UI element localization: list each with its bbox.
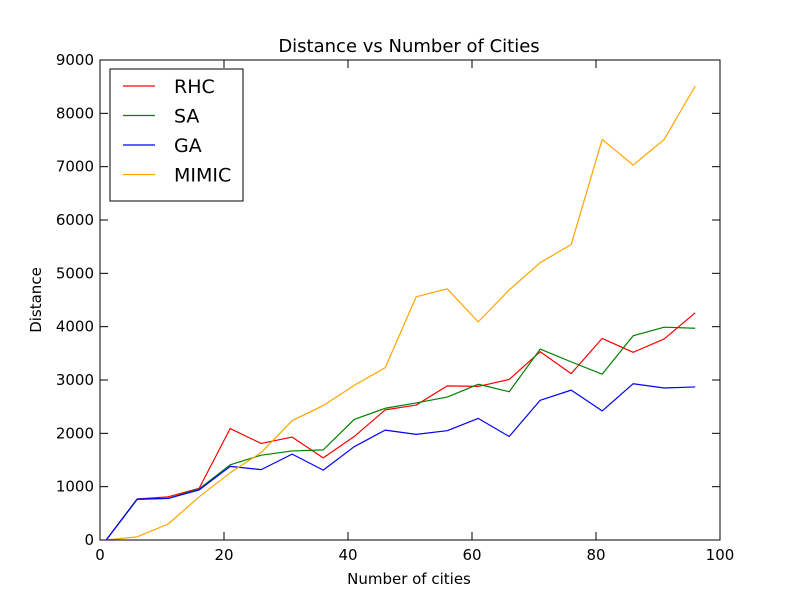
legend-label: GA: [174, 135, 202, 157]
plot-area: 0 20 40 60 80 1000100020003000400050006000700…: [56, 51, 735, 564]
y-tick-label: 6000: [56, 211, 94, 229]
legend-item-rhc: RHC: [123, 76, 215, 98]
x-tick-label: 40: [338, 546, 357, 564]
y-tick-label: 5000: [56, 264, 94, 282]
plot-frame: [99, 59, 721, 541]
series-line-sa: [105, 326, 696, 540]
y-tick-label: 8000: [56, 104, 94, 122]
series-line-mimic: [106, 85, 696, 540]
y-tick-label: 7000: [56, 158, 94, 176]
x-tick-label: 60: [462, 546, 481, 564]
legend-item-sa: SA: [123, 106, 199, 128]
x-tick-label: 100: [706, 546, 735, 564]
series-line-ga: [105, 383, 696, 540]
x-axis-label: Number of cities: [347, 570, 471, 588]
y-tick-label: 4000: [56, 318, 94, 336]
y-axis-label: Distance: [27, 267, 45, 333]
legend-label: SA: [174, 106, 199, 128]
y-tick-label: 2000: [56, 424, 94, 442]
series-line-rhc: [105, 312, 696, 540]
legend-item-ga: GA: [123, 135, 202, 157]
legend: RHC SA GA MIMIC: [109, 68, 244, 202]
legend-item-mimic: MIMIC: [123, 165, 231, 187]
x-tick-label: 80: [586, 546, 605, 564]
legend-label: MIMIC: [174, 165, 231, 187]
x-tick-label: 0: [95, 546, 105, 564]
y-tick-label: 9000: [56, 51, 94, 69]
y-tick-label: 0: [84, 531, 94, 549]
y-tick-label: 1000: [56, 478, 94, 496]
x-tick-label: 20: [214, 546, 233, 564]
y-tick-label: 3000: [56, 371, 94, 389]
legend-box: [109, 68, 244, 202]
chart-title: Distance vs Number of Cities: [278, 36, 539, 57]
legend-label: RHC: [174, 76, 215, 98]
series-lines: [105, 85, 696, 540]
